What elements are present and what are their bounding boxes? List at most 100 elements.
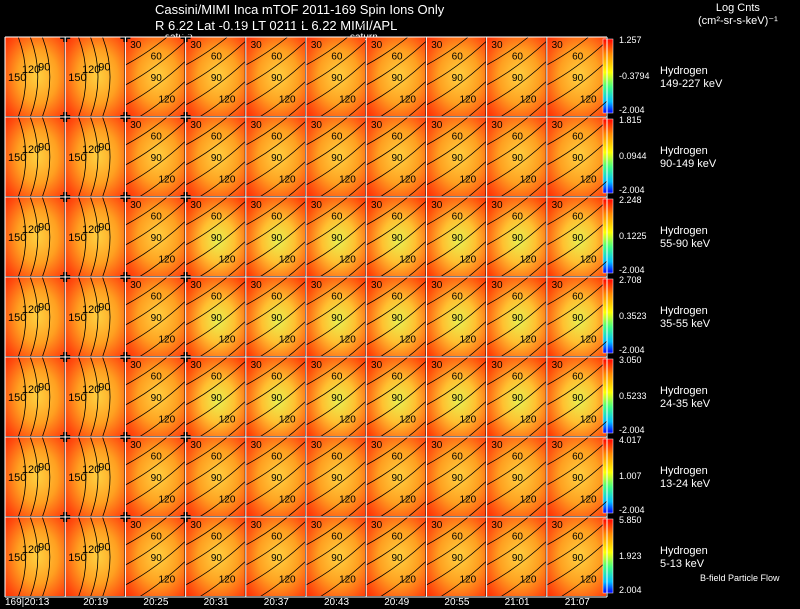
contour-line [41, 36, 51, 118]
contour-label: 90 [572, 313, 584, 324]
contour-label: 120 [159, 495, 176, 506]
contour-label: 120 [82, 544, 100, 556]
contour-label: 90 [271, 393, 283, 404]
contour-label: 90 [38, 62, 50, 74]
contour-line [546, 20, 608, 66]
contour-label: 120 [399, 495, 416, 506]
contour-label: 90 [512, 73, 524, 84]
contour-line [90, 276, 99, 358]
contour-label: 120 [159, 335, 176, 346]
contour-line [366, 440, 427, 486]
colorbar [602, 438, 614, 514]
row-label: Hydrogen 24-35 keV [660, 385, 710, 411]
contour-label: 30 [311, 200, 323, 211]
contour-line [366, 100, 427, 146]
panel-r4-c3: 30 60 90 120 [180, 340, 247, 446]
contour-label: 90 [391, 393, 403, 404]
panel-r0-c8: 30 60 90 120 [486, 20, 548, 126]
contour-label: 90 [391, 233, 403, 244]
contour-line [245, 140, 307, 186]
contour-label: 150 [8, 392, 26, 404]
contour-label: 90 [452, 313, 464, 324]
contour-label: 60 [271, 531, 283, 542]
colorbar-max: 5.850 [619, 515, 642, 525]
time-tick-label: 21:07 [564, 597, 590, 608]
contour-label: 30 [552, 120, 564, 131]
contour-line [486, 380, 548, 426]
contour-label: 150 [68, 312, 86, 324]
colorbar-min: -2.004 [619, 185, 645, 195]
contour-label: 30 [251, 280, 263, 291]
contour-label: 90 [38, 302, 50, 314]
contour-line [125, 560, 186, 606]
contour-label: 60 [391, 371, 403, 382]
contour-line [366, 360, 427, 406]
panel-r5-c7: 30 60 90 120 [426, 420, 487, 526]
contour-line [90, 356, 99, 438]
panel-fill [185, 197, 245, 276]
contour-line [305, 20, 367, 66]
contour-label: 90 [98, 302, 110, 314]
contour-label: 90 [98, 382, 110, 394]
contour-label: 60 [572, 291, 584, 302]
time-tick-label: 20:49 [384, 597, 410, 608]
contour-line [426, 300, 487, 346]
contour-label: 30 [371, 440, 383, 451]
contour-label: 90 [512, 553, 524, 564]
panel-fill [546, 277, 606, 356]
contour-line [546, 120, 608, 166]
contour-line [305, 420, 367, 466]
contour-label: 150 [68, 552, 86, 564]
contour-label: 60 [512, 371, 524, 382]
panel-r0-c6: 30 60 90 120 [366, 20, 427, 126]
contour-line [305, 520, 367, 566]
contour-label: 60 [391, 531, 403, 542]
panel-r2-c8: 30 60 90 120 [486, 180, 548, 286]
panel-r0-c7: 30 60 90 120 [426, 20, 487, 126]
contour-line [426, 100, 487, 146]
contour-line [426, 180, 487, 226]
contour-line [366, 380, 427, 426]
contour-label: 120 [82, 304, 100, 316]
contour-label: 60 [151, 51, 163, 62]
contour-line [305, 220, 367, 266]
panel-r0-c3: 30 60 90 120 [180, 20, 247, 126]
contour-line [366, 220, 427, 266]
contour-label: 120 [520, 415, 537, 426]
panel-r4-c9: 30 60 90 120 [546, 340, 608, 446]
contour-label: 120 [219, 175, 236, 186]
contour-label: 30 [552, 200, 564, 211]
contour-label: 90 [331, 553, 343, 564]
contour-line [486, 140, 548, 186]
contour-label: 60 [211, 451, 223, 462]
contour-line [366, 140, 427, 186]
time-tick-label: 20:37 [263, 597, 289, 608]
contour-line [90, 516, 99, 598]
panel-fill [366, 117, 426, 196]
contour-label: 90 [331, 393, 343, 404]
contour-line [305, 280, 367, 326]
contour-line [486, 360, 548, 406]
panel-r6-c8: 30 60 90 120 [486, 500, 548, 606]
contour-label: 30 [130, 280, 142, 291]
contour-line [245, 460, 307, 506]
contour-label: 60 [331, 531, 343, 542]
contour-label: 60 [391, 131, 403, 142]
contour-line [17, 436, 27, 518]
contour-line [486, 460, 548, 506]
contour-label: 30 [491, 40, 503, 51]
contour-label: 120 [580, 255, 597, 266]
contour-line [426, 540, 487, 586]
contour-label: 30 [371, 360, 383, 371]
contour-label: 150 [8, 472, 26, 484]
contour-label: 60 [151, 291, 163, 302]
contour-label: 60 [452, 451, 464, 462]
row-energy: 13-24 keV [660, 478, 711, 490]
colorbar-min: -2.004 [619, 105, 645, 115]
contour-label: 120 [460, 95, 477, 106]
contour-label: 90 [211, 393, 223, 404]
contour-line [366, 420, 427, 466]
contour-line [305, 340, 367, 386]
contour-line [305, 100, 367, 146]
